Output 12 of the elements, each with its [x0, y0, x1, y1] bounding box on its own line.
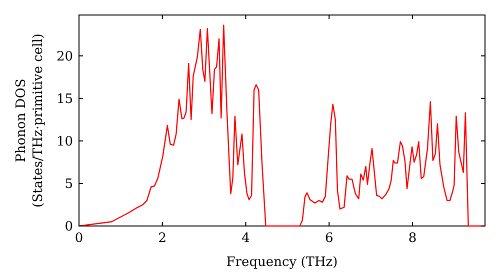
- x-axis-title: Frequency (THz): [226, 255, 338, 270]
- x-tick-label: 8: [408, 231, 417, 246]
- y-axis-title: Phonon DOS (States/THz·primitive cell): [14, 33, 46, 208]
- y-tick-label: 0: [64, 220, 73, 235]
- x-tick-label: 4: [242, 231, 250, 246]
- y-tick-label: 10: [56, 134, 73, 150]
- x-tick-label: 0: [74, 231, 84, 246]
- x-tick-label: 2: [158, 231, 167, 246]
- x-tick-label: 6: [324, 231, 334, 246]
- y-tick-label: 15: [56, 92, 73, 107]
- y-tick-label: 20: [56, 49, 73, 64]
- y-tick-label: 5: [64, 177, 73, 192]
